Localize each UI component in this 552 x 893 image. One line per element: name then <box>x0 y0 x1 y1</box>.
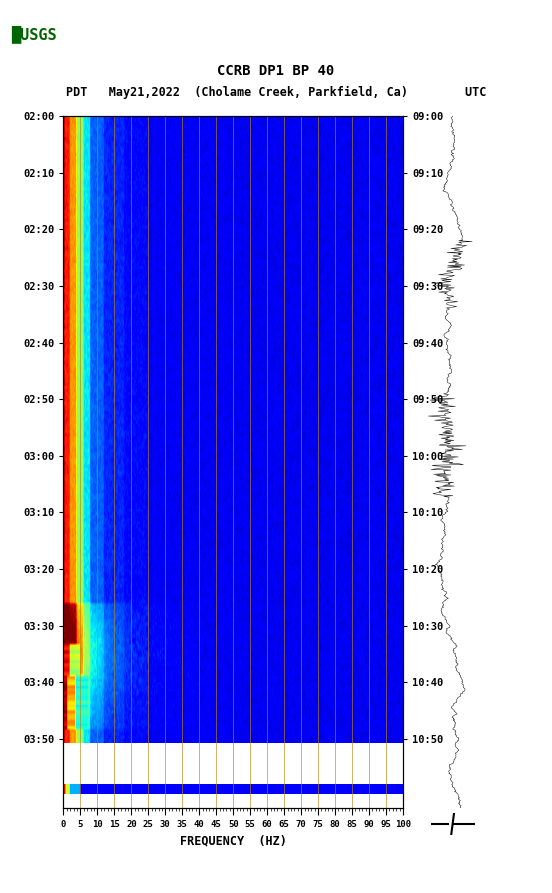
Text: CCRB DP1 BP 40: CCRB DP1 BP 40 <box>217 64 335 79</box>
Text: PDT   May21,2022  (Cholame Creek, Parkfield, Ca)        UTC: PDT May21,2022 (Cholame Creek, Parkfield… <box>66 86 486 98</box>
X-axis label: FREQUENCY  (HZ): FREQUENCY (HZ) <box>180 835 286 847</box>
Text: █USGS: █USGS <box>11 25 57 43</box>
